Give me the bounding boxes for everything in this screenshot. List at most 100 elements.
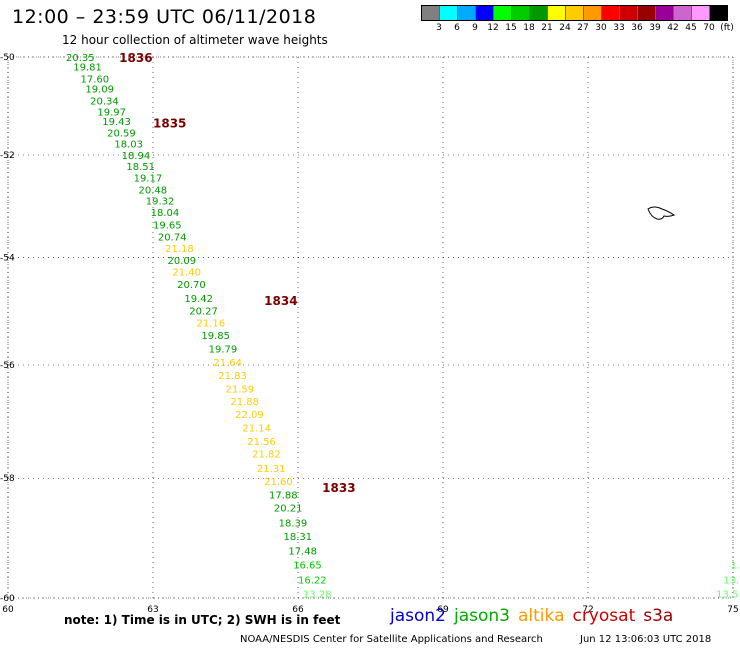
legend-swatch xyxy=(710,6,727,20)
wave-height-reading: 16.65 xyxy=(293,560,322,571)
track-label: 1833 xyxy=(322,481,355,495)
wave-height-reading: 18.31 xyxy=(284,532,313,543)
legend-label: 21 xyxy=(541,23,553,33)
lat-tick-label: -60 xyxy=(0,594,15,604)
wave-height-reading: 20.74 xyxy=(158,233,187,244)
wave-height-reading: 20.34 xyxy=(90,97,119,108)
wave-height-reading: 21.88 xyxy=(230,397,259,408)
legend-swatch xyxy=(530,6,548,20)
legend-swatch xyxy=(566,6,584,20)
mission-label: altika xyxy=(518,606,565,626)
wave-height-reading: 18.39 xyxy=(279,518,308,529)
wave-height-reading: 20.48 xyxy=(139,185,168,196)
wave-height-reading: 1. xyxy=(731,560,740,571)
wave-height-reading: 19.81 xyxy=(73,63,102,74)
wave-height-reading: 21.56 xyxy=(247,437,276,448)
wave-height-reading: 21.83 xyxy=(218,371,247,382)
legend-swatch xyxy=(476,6,494,20)
legend-swatch xyxy=(692,6,710,20)
wave-height-reading: 20.59 xyxy=(107,129,136,140)
wave-height-reading: 19.09 xyxy=(85,84,114,95)
mission-label: jason3 xyxy=(454,606,510,626)
wave-height-reading: 13. xyxy=(723,576,739,587)
lat-tick-label: -50 xyxy=(0,53,15,63)
wave-height-reading: 19.97 xyxy=(97,107,126,118)
wave-height-reading: 17.88 xyxy=(269,491,298,502)
legend-swatch xyxy=(494,6,512,20)
wave-height-reading: 18.04 xyxy=(151,208,180,219)
footer-note: note: 1) Time is in UTC; 2) SWH is in fe… xyxy=(64,613,341,627)
legend-label: 15 xyxy=(505,23,517,33)
legend-label: 39 xyxy=(649,23,661,33)
wave-height-reading: 21.31 xyxy=(257,464,286,475)
legend-swatches xyxy=(421,5,728,21)
lon-tick-label: 69 xyxy=(437,605,449,615)
wave-height-reading: 21.64 xyxy=(213,358,242,369)
legend-swatch xyxy=(458,6,476,20)
wave-height-reading: 21.14 xyxy=(242,424,271,435)
legend-label: 24 xyxy=(559,23,571,33)
legend-swatch xyxy=(674,6,692,20)
legend-label: (ft) xyxy=(720,23,734,33)
legend-swatch xyxy=(656,6,674,20)
legend-swatch xyxy=(440,6,458,20)
generated-timestamp: Jun 12 13:06:03 UTC 2018 xyxy=(580,634,712,645)
legend-swatch xyxy=(512,6,530,20)
wave-height-reading: 19.32 xyxy=(146,197,175,208)
legend-swatch xyxy=(620,6,638,20)
wave-height-reading: 19.42 xyxy=(184,294,213,305)
legend-label: 30 xyxy=(595,23,607,33)
lon-tick-label: 60 xyxy=(2,605,14,615)
legend-label: 42 xyxy=(667,23,679,33)
wave-height-reading: 19.17 xyxy=(134,174,163,185)
legend-label: 6 xyxy=(454,23,460,33)
legend-label: 36 xyxy=(631,23,643,33)
lon-tick-label: 72 xyxy=(582,605,593,615)
lat-tick-label: -58 xyxy=(0,474,15,484)
wave-height-reading: 19.85 xyxy=(201,331,230,342)
legend-label: 18 xyxy=(523,23,535,33)
track-label: 1835 xyxy=(153,117,186,131)
legend-swatch xyxy=(422,6,440,20)
wave-height-reading: 13.5 xyxy=(716,590,738,601)
wave-height-reading: 21.82 xyxy=(252,449,281,460)
wave-height-reading: 20.35 xyxy=(66,53,95,64)
map-grid: 60 63 66 69 72 75 -50 -52 -54 -56 -58 -60 xyxy=(0,53,739,615)
wave-height-reading: 18.03 xyxy=(114,140,143,151)
credit-text: NOAA/NESDIS Center for Satellite Applica… xyxy=(240,634,543,645)
wave-height-reading: 19.43 xyxy=(102,117,131,128)
legend-swatch xyxy=(548,6,566,20)
legend-label: 27 xyxy=(577,23,589,33)
legend-labels: 3 6 9 12 15 18 21 24 27 30 33 36 39 42 45 70 (ft) xyxy=(421,21,734,35)
legend-label: 3 xyxy=(436,23,442,33)
lon-tick-label: 63 xyxy=(147,605,158,615)
mission-label: jason2 xyxy=(390,606,446,626)
wave-height-reading: 13.28 xyxy=(303,590,332,601)
legend-label: 70 xyxy=(703,23,715,33)
wave-height-reading: 19.65 xyxy=(153,221,182,232)
lat-tick-label: -54 xyxy=(0,253,15,263)
wave-height-reading: 18.94 xyxy=(122,151,151,162)
wave-height-reading: 16.22 xyxy=(298,576,327,587)
legend-swatch xyxy=(584,6,602,20)
color-legend: 3 6 9 12 15 18 21 24 27 30 33 36 39 42 45 70 (ft) xyxy=(421,5,734,35)
wave-height-reading: 21.60 xyxy=(264,477,293,488)
wave-height-reading: 20.27 xyxy=(189,307,218,318)
track-label: 1836 xyxy=(119,51,152,65)
legend-label: 9 xyxy=(472,23,478,33)
lat-tick-label: -56 xyxy=(0,361,15,371)
chart-title: 12:00 – 23:59 UTC 06/11/2018 xyxy=(12,6,317,28)
legend-swatch xyxy=(638,6,656,20)
chart-subtitle: 12 hour collection of altimeter wave hei… xyxy=(62,33,328,47)
mission-label: s3a xyxy=(643,606,674,626)
lat-tick-label: -52 xyxy=(0,151,15,161)
wave-height-reading: 20.21 xyxy=(274,504,303,515)
map-frame xyxy=(7,56,734,599)
wave-height-reading: 21.59 xyxy=(226,384,255,395)
island-coastline xyxy=(647,206,676,220)
legend-label: 45 xyxy=(685,23,697,33)
wave-height-reading: 17.48 xyxy=(288,546,317,557)
legend-swatch xyxy=(602,6,620,20)
